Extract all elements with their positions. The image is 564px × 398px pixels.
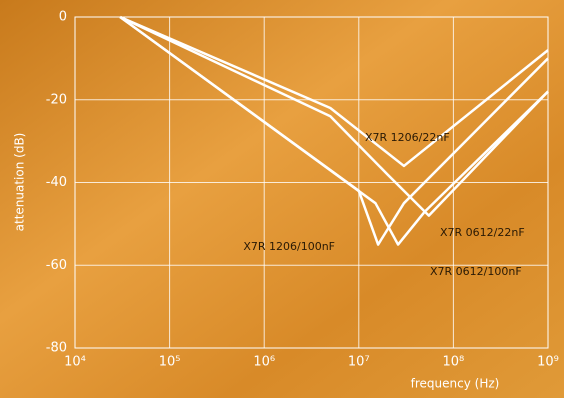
- y-tick-label: -60: [46, 258, 67, 273]
- series-line: [119, 15, 549, 246]
- series-label: X7R 0612/22nF: [440, 226, 525, 239]
- x-tick-label: 10⁸: [443, 355, 465, 370]
- y-tick-label: -80: [46, 341, 67, 356]
- y-tick-label: -20: [46, 92, 67, 107]
- x-tick-label: 10⁷: [348, 355, 370, 370]
- x-tick-label: 10⁵: [159, 355, 181, 370]
- series-label: X7R 1206/22nF: [365, 131, 450, 144]
- y-axis-label: attenuation (dB): [13, 133, 27, 232]
- x-tick-label: 10⁹: [537, 355, 559, 370]
- series-label: X7R 0612/100nF: [430, 265, 522, 278]
- y-tick-label: 0: [59, 10, 67, 25]
- y-tick-label: -40: [46, 175, 67, 190]
- x-tick-label: 10⁶: [253, 355, 275, 370]
- x-tick-label: 10⁴: [64, 355, 86, 370]
- series-label: X7R 1206/100nF: [243, 240, 335, 253]
- series-line: [119, 15, 549, 217]
- series-line: [119, 15, 549, 168]
- x-axis-label: frequency (Hz): [411, 377, 500, 391]
